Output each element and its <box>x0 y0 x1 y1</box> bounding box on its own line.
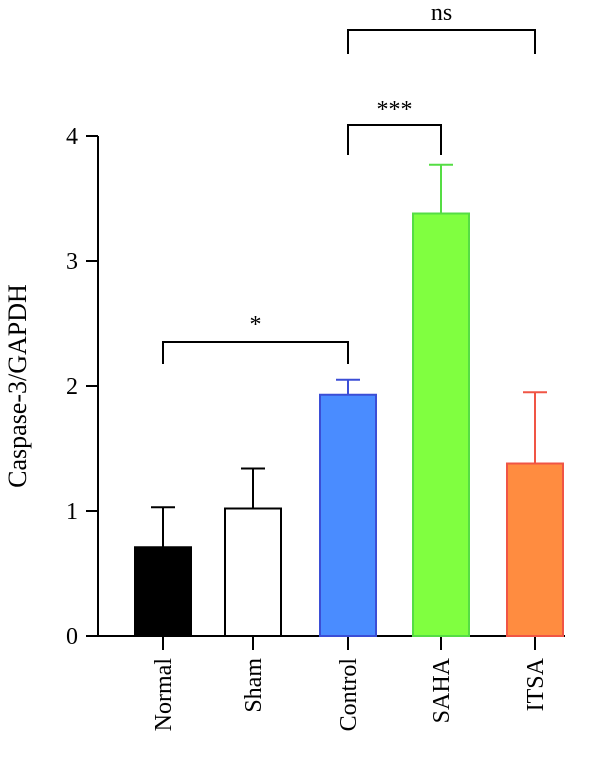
y-tick-label: 4 <box>66 124 78 150</box>
y-axis-label: Caspase-3/GAPDH <box>3 284 32 488</box>
significance-label: ns <box>431 0 452 26</box>
category-label: Normal <box>151 658 177 732</box>
y-tick-label: 2 <box>66 374 78 400</box>
y-tick-label: 1 <box>66 499 78 525</box>
bars <box>134 212 564 637</box>
bar-normal <box>134 546 192 637</box>
significance-label: *** <box>377 97 413 123</box>
category-label: Sham <box>241 658 267 713</box>
bar-control <box>319 393 377 637</box>
significance-bracket <box>162 341 349 364</box>
y-tick-label: 0 <box>66 624 78 650</box>
significance-label: * <box>250 312 262 338</box>
bar-itsa <box>506 462 564 637</box>
category-label: SAHA <box>429 657 455 723</box>
significance-brackets: ****ns <box>162 0 536 364</box>
category-labels: Normal Sham Control SAHA ITSA <box>151 657 549 731</box>
significance-bracket <box>347 29 536 54</box>
bar-saha <box>412 212 470 637</box>
category-label: ITSA <box>523 657 549 711</box>
significance-bracket <box>347 124 442 155</box>
y-tick-label: 3 <box>66 249 78 275</box>
bar-sham <box>224 507 282 637</box>
error-bars <box>151 163 547 548</box>
category-label: Control <box>336 658 362 732</box>
